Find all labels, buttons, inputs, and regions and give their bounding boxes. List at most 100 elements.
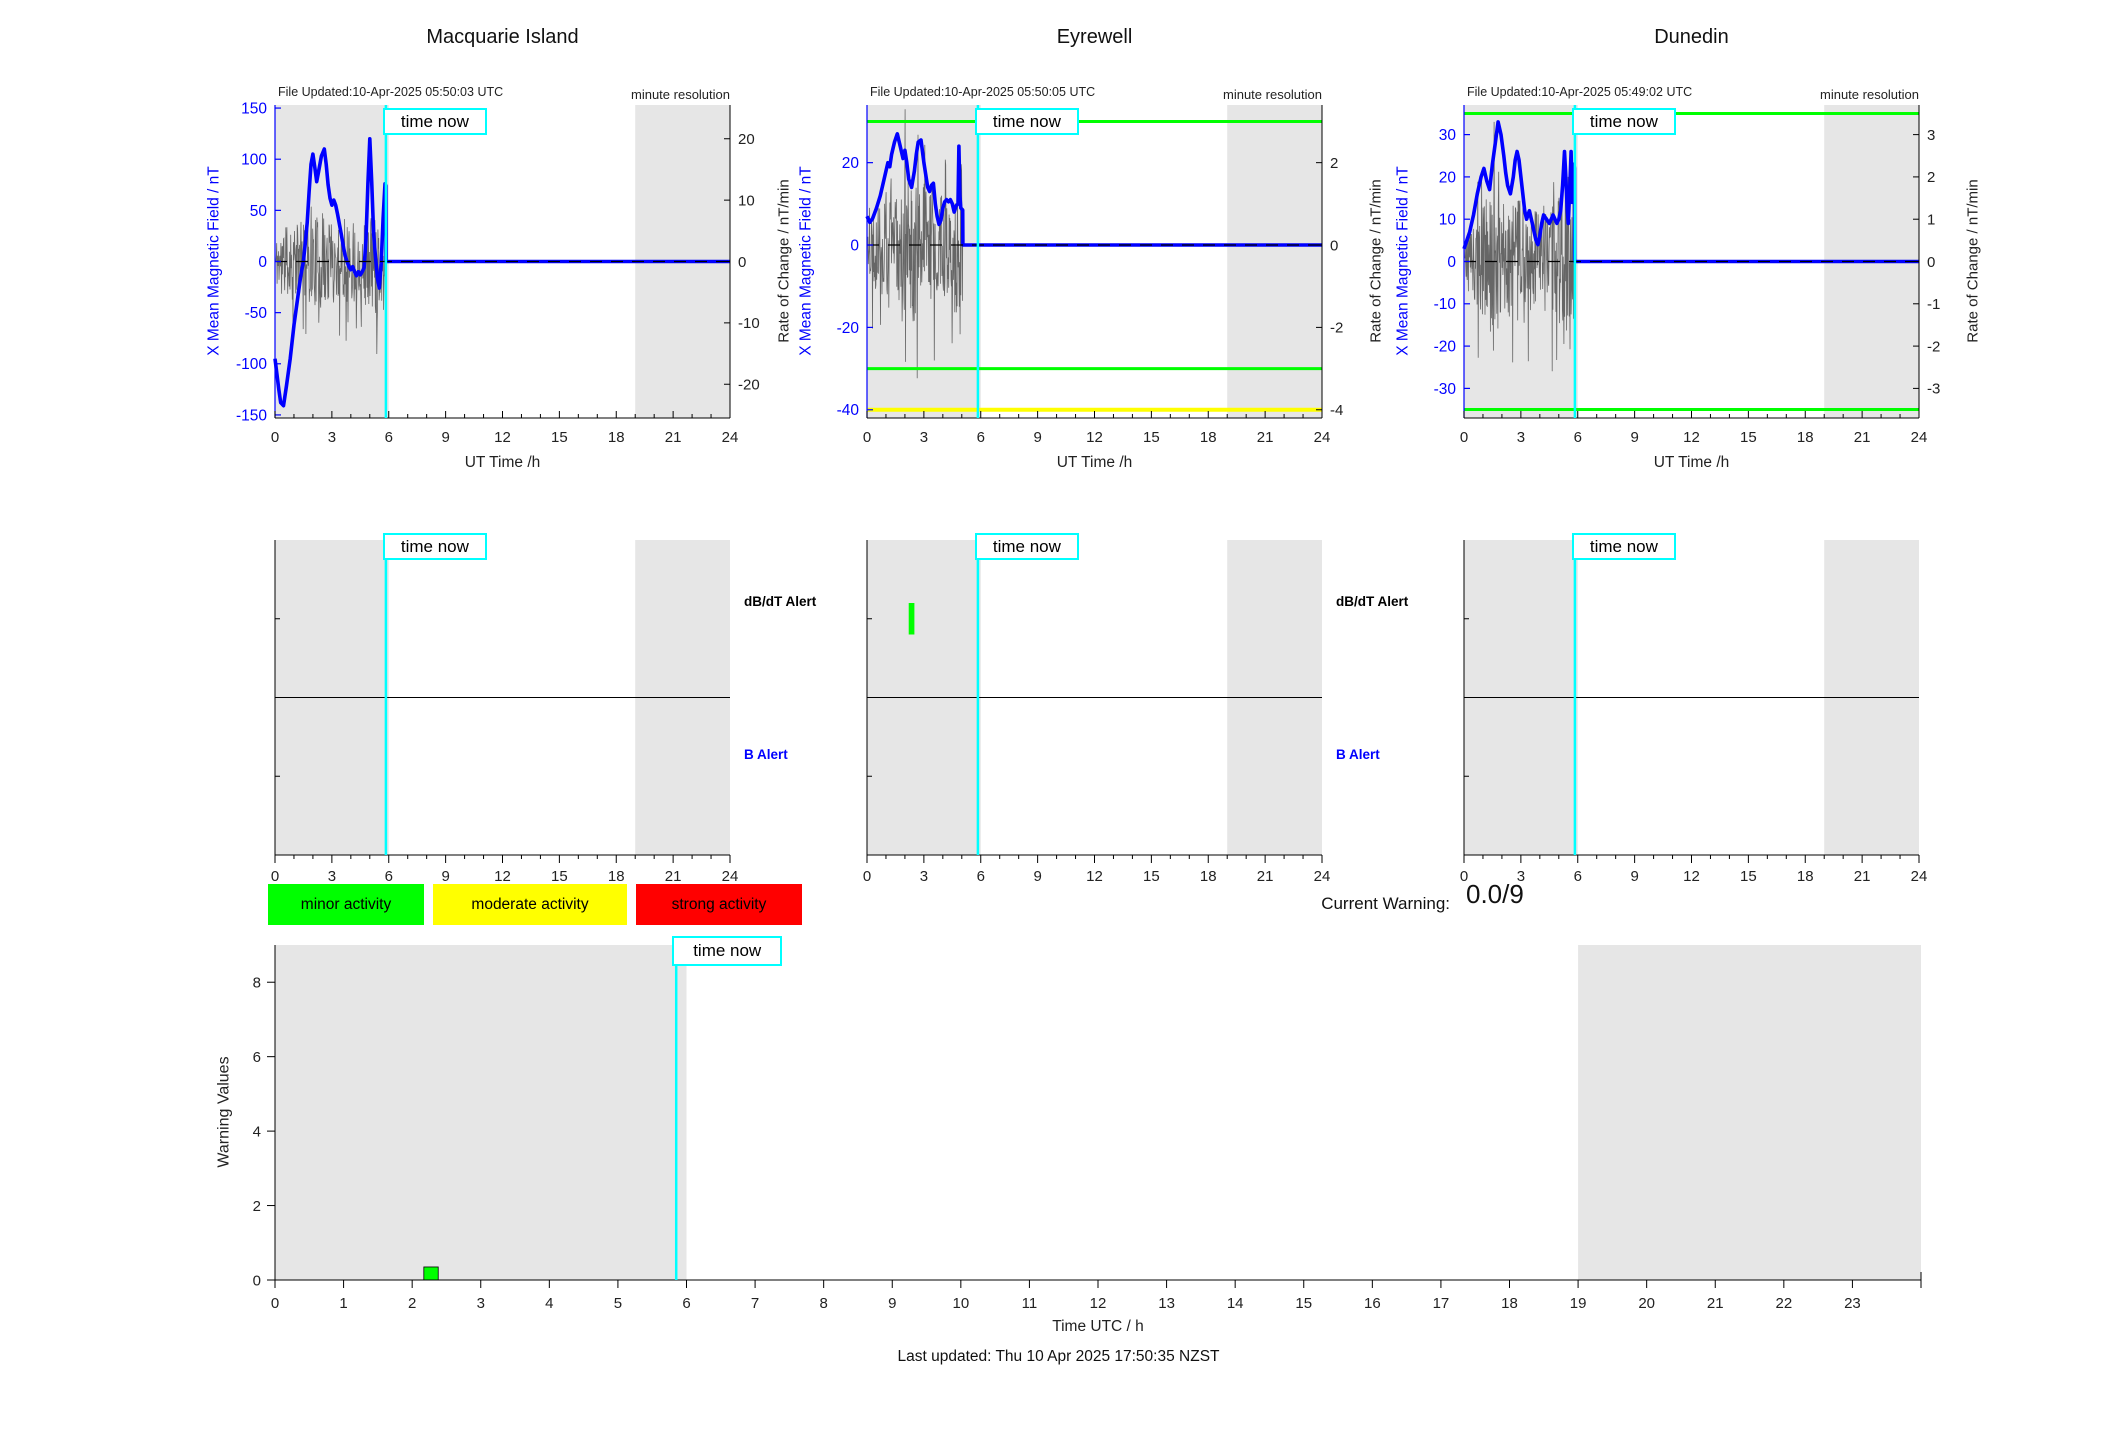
svg-text:21: 21 xyxy=(1707,1295,1724,1312)
svg-text:21: 21 xyxy=(665,868,682,885)
svg-text:3: 3 xyxy=(328,429,336,446)
svg-text:12: 12 xyxy=(1090,1295,1107,1312)
svg-text:4: 4 xyxy=(545,1295,553,1312)
svg-text:9: 9 xyxy=(1630,429,1638,446)
svg-text:3: 3 xyxy=(1927,127,1935,144)
station-title: Dunedin xyxy=(1654,26,1729,48)
svg-text:11: 11 xyxy=(1022,1295,1038,1312)
svg-text:100: 100 xyxy=(241,152,267,169)
svg-text:18: 18 xyxy=(608,868,625,885)
svg-text:0: 0 xyxy=(850,237,859,254)
svg-text:24: 24 xyxy=(1314,868,1331,885)
svg-text:20: 20 xyxy=(738,131,755,148)
svg-text:-20: -20 xyxy=(738,376,760,393)
time-now-box: time now xyxy=(1571,533,1676,560)
svg-text:21: 21 xyxy=(1257,868,1274,885)
svg-text:14: 14 xyxy=(1227,1295,1244,1312)
svg-text:24: 24 xyxy=(1314,429,1331,446)
file-updated-text: File Updated:10-Apr-2025 05:50:03 UTC xyxy=(278,85,504,99)
svg-text:0: 0 xyxy=(1460,868,1468,885)
time-now-box: time now xyxy=(974,533,1079,560)
svg-text:0: 0 xyxy=(258,254,267,271)
svg-text:12: 12 xyxy=(494,429,511,446)
svg-text:10: 10 xyxy=(738,192,755,209)
svg-text:-1: -1 xyxy=(1927,296,1940,313)
svg-text:0: 0 xyxy=(1330,237,1338,254)
b-alert-label: B Alert xyxy=(1336,747,1380,762)
svg-text:6: 6 xyxy=(977,868,985,885)
right-axis-label: Rate of Change / nT/min xyxy=(1964,179,1982,343)
legend-strong-activity: strong activity xyxy=(636,884,802,925)
svg-text:-10: -10 xyxy=(1434,296,1457,313)
alert-event-marker xyxy=(908,603,915,635)
svg-text:30: 30 xyxy=(1439,127,1457,144)
b-alert-label: B Alert xyxy=(744,747,788,762)
svg-text:6: 6 xyxy=(682,1295,690,1312)
svg-text:10: 10 xyxy=(1439,212,1457,229)
svg-text:0: 0 xyxy=(863,868,871,885)
svg-text:-2: -2 xyxy=(1927,338,1940,355)
last-updated-text: Last updated: Thu 10 Apr 2025 17:50:35 N… xyxy=(897,1348,1220,1365)
left-axis-label: X Mean Magnetic Field / nT xyxy=(1394,166,1412,356)
svg-text:3: 3 xyxy=(920,429,928,446)
activity-legend: minor activity moderate activity strong … xyxy=(268,884,802,925)
svg-text:12: 12 xyxy=(1683,868,1700,885)
svg-text:3: 3 xyxy=(1517,868,1525,885)
svg-text:0: 0 xyxy=(738,254,746,271)
svg-text:5: 5 xyxy=(614,1295,622,1312)
svg-text:9: 9 xyxy=(441,868,449,885)
svg-text:19: 19 xyxy=(1570,1295,1587,1312)
svg-text:7: 7 xyxy=(751,1295,759,1312)
svg-text:6: 6 xyxy=(385,429,393,446)
svg-text:9: 9 xyxy=(1033,868,1041,885)
svg-text:-2: -2 xyxy=(1330,320,1343,337)
time-now-box: time now xyxy=(672,936,783,966)
time-now-box: time now xyxy=(974,108,1079,135)
svg-text:18: 18 xyxy=(1200,429,1217,446)
svg-text:0: 0 xyxy=(271,868,279,885)
svg-text:12: 12 xyxy=(1086,429,1103,446)
current-warning-value: 0.0/9 xyxy=(1466,879,1524,909)
rate-noise-line xyxy=(1464,121,1575,372)
svg-text:15: 15 xyxy=(1740,429,1757,446)
svg-text:10: 10 xyxy=(952,1295,969,1312)
rate-noise-line xyxy=(275,206,387,355)
svg-text:150: 150 xyxy=(241,100,267,117)
svg-text:-4: -4 xyxy=(1330,402,1343,419)
svg-text:16: 16 xyxy=(1364,1295,1381,1312)
svg-text:12: 12 xyxy=(494,868,511,885)
svg-text:21: 21 xyxy=(1854,429,1871,446)
field-line xyxy=(865,132,1322,247)
station-title: Macquarie Island xyxy=(426,26,579,48)
svg-text:18: 18 xyxy=(1797,429,1814,446)
legend-minor-activity: minor activity xyxy=(268,884,424,925)
svg-text:24: 24 xyxy=(1911,429,1928,446)
svg-text:15: 15 xyxy=(1740,868,1757,885)
svg-text:20: 20 xyxy=(1439,169,1457,186)
svg-text:6: 6 xyxy=(253,1049,261,1066)
svg-text:50: 50 xyxy=(250,203,268,220)
svg-text:18: 18 xyxy=(1501,1295,1518,1312)
svg-text:-20: -20 xyxy=(1434,339,1457,356)
right-axis-label: Rate of Change / nT/min xyxy=(775,179,793,343)
svg-text:12: 12 xyxy=(1683,429,1700,446)
time-now-box: time now xyxy=(382,108,487,135)
svg-text:20: 20 xyxy=(1638,1295,1655,1312)
field-line xyxy=(1462,120,1919,264)
svg-text:15: 15 xyxy=(1143,868,1160,885)
svg-text:3: 3 xyxy=(1517,429,1525,446)
svg-text:0: 0 xyxy=(1460,429,1468,446)
svg-text:2: 2 xyxy=(253,1198,261,1215)
svg-text:3: 3 xyxy=(477,1295,485,1312)
svg-text:0: 0 xyxy=(1447,254,1456,271)
svg-text:1: 1 xyxy=(339,1295,347,1312)
dbdt-alert-label: dB/dT Alert xyxy=(1336,594,1409,609)
svg-text:17: 17 xyxy=(1433,1295,1450,1312)
file-updated-text: File Updated:10-Apr-2025 05:49:02 UTC xyxy=(1467,85,1693,99)
resolution-note: minute resolution xyxy=(1820,87,1919,102)
svg-text:15: 15 xyxy=(551,429,568,446)
